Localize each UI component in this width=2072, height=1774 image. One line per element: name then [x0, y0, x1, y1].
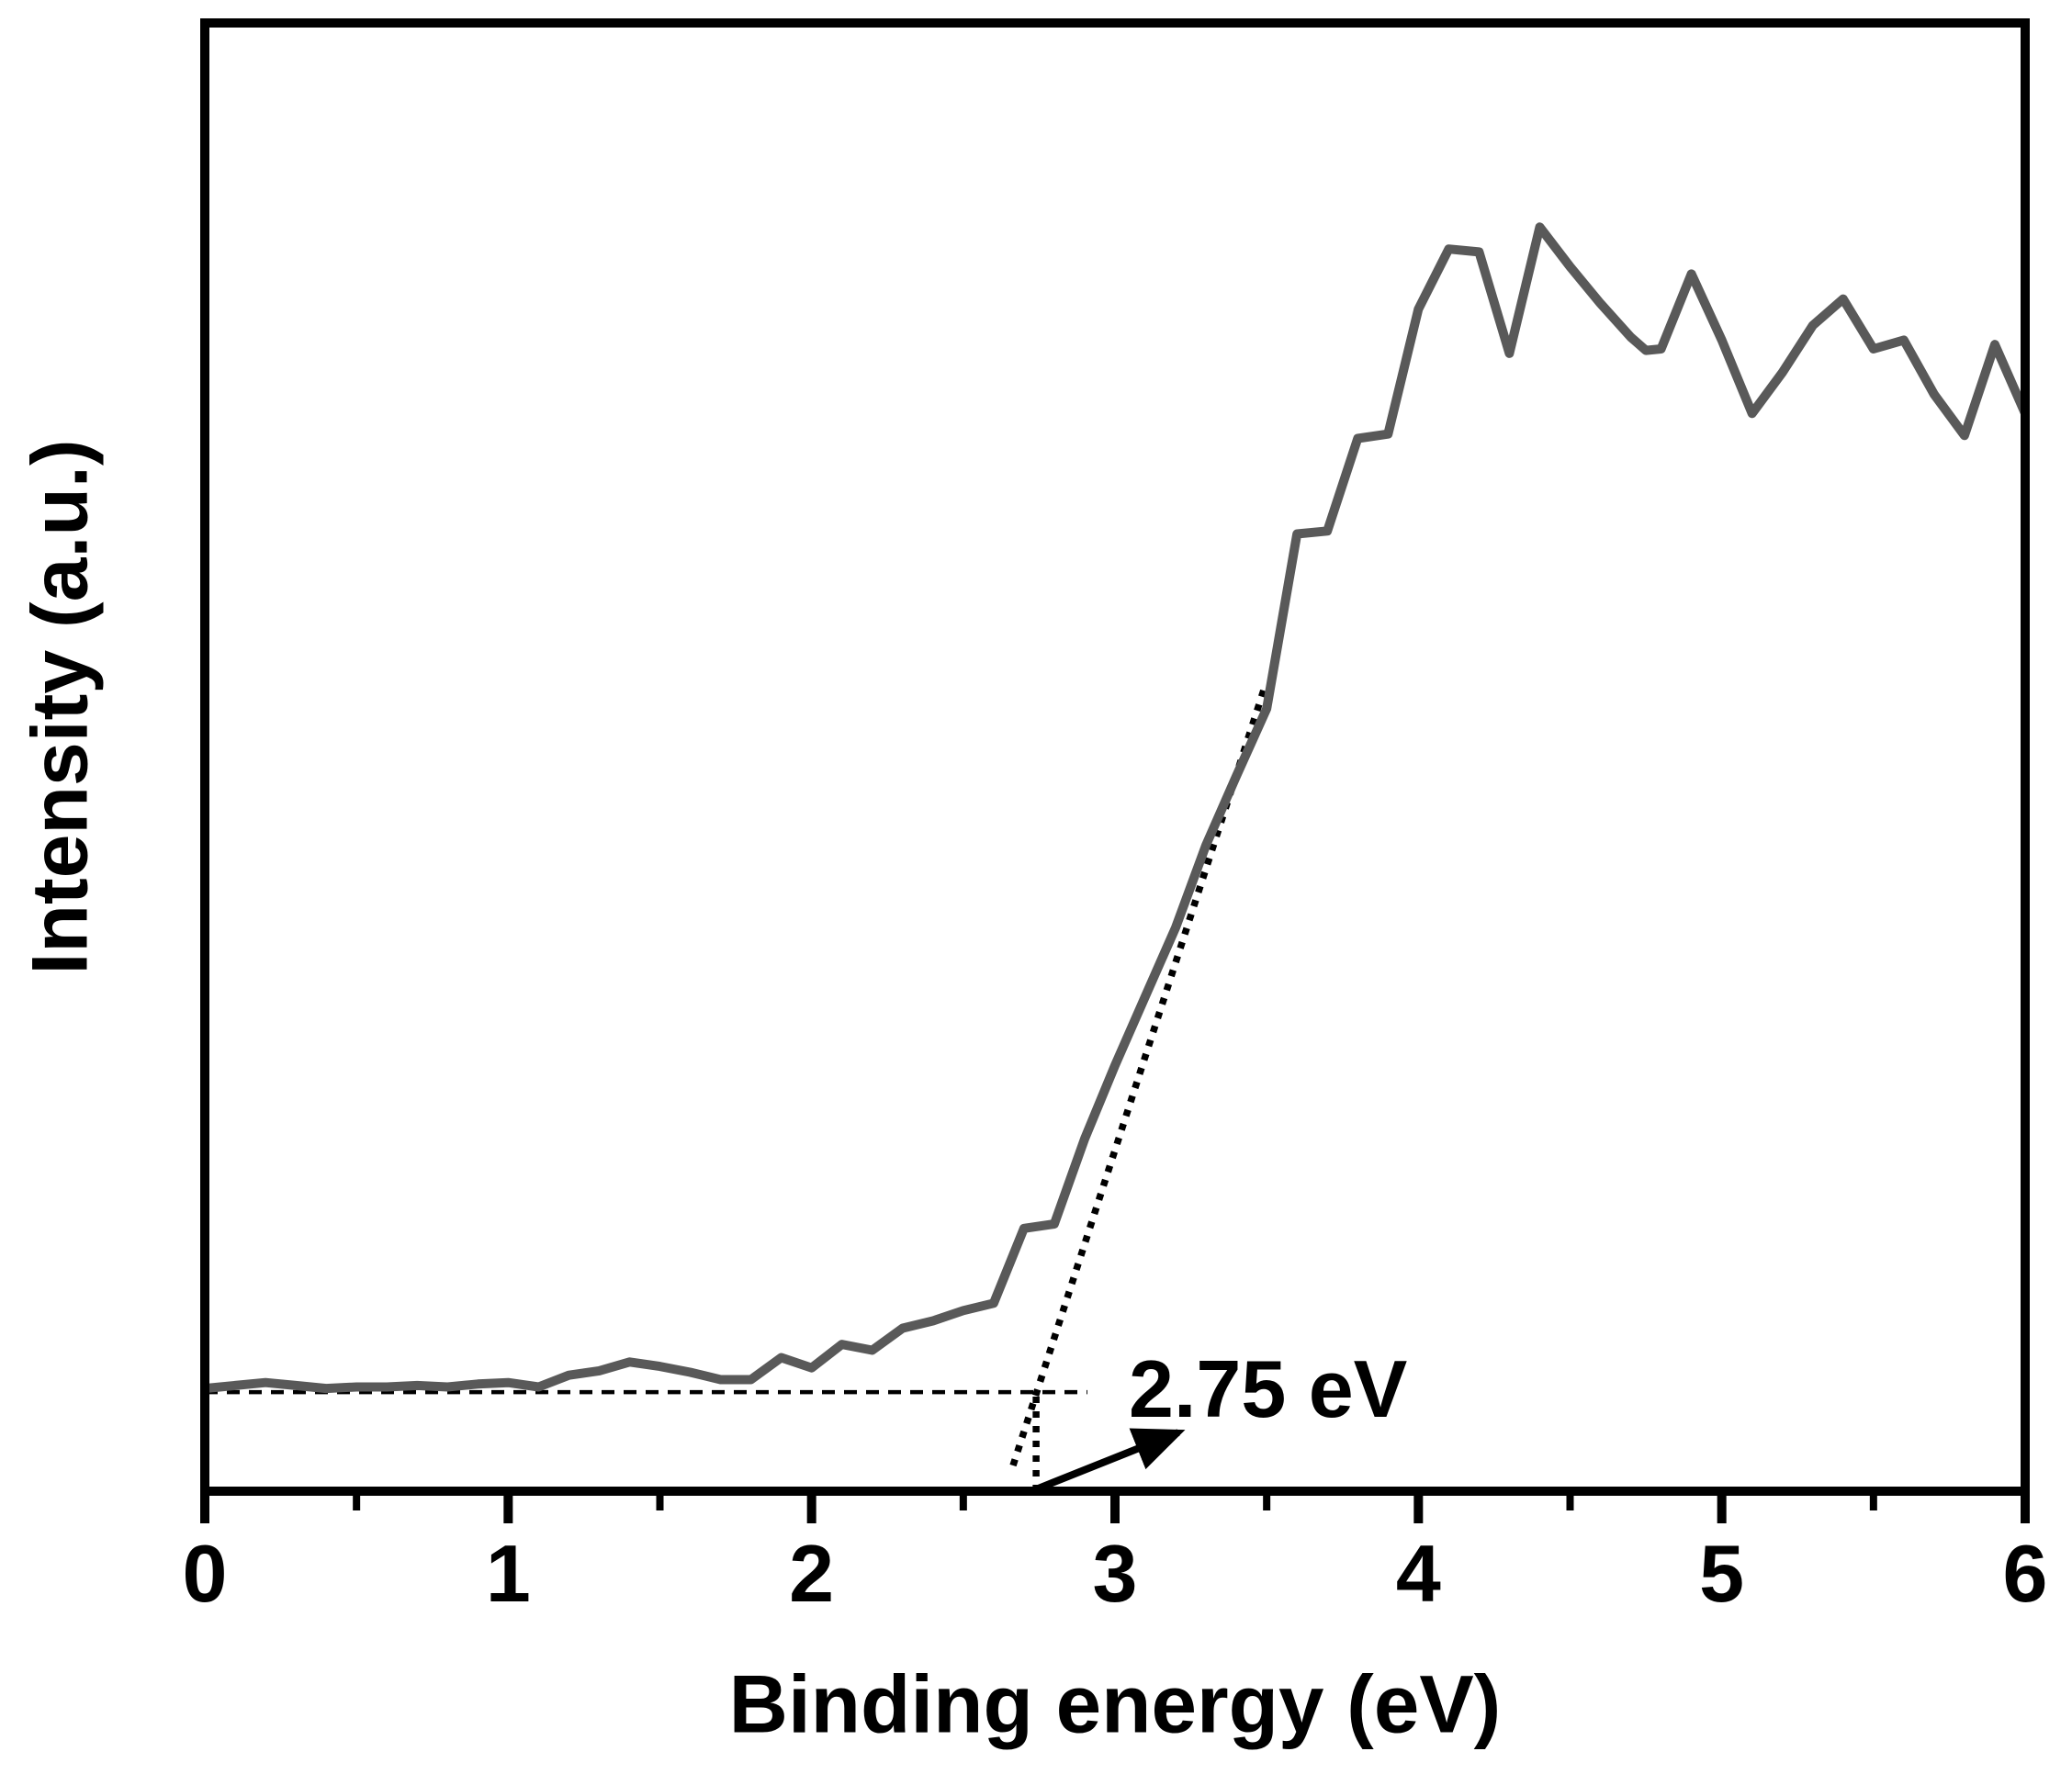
tangent-guide-dotted: [1009, 682, 1269, 1467]
onset-arrow: [1034, 1428, 1186, 1493]
x-tick-label-3: 3: [1092, 1528, 1138, 1619]
x-tick-label-2: 2: [789, 1528, 835, 1619]
spectrum-curve: [204, 222, 2030, 1394]
onset-annotation-label: 2.75 eV: [1129, 1343, 1408, 1434]
x-axis-label: Binding energy (eV): [728, 1657, 1502, 1750]
y-axis-label: Intensity (a.u.): [16, 439, 105, 975]
plot-frame: [200, 18, 2030, 1496]
x-tick-label-4: 4: [1395, 1528, 1441, 1619]
x-tick-label-0: 0: [182, 1528, 228, 1619]
x-tick-label-5: 5: [1699, 1528, 1745, 1619]
x-tick-label-6: 6: [2002, 1528, 2048, 1619]
x-tick-label-1: 1: [485, 1528, 531, 1619]
